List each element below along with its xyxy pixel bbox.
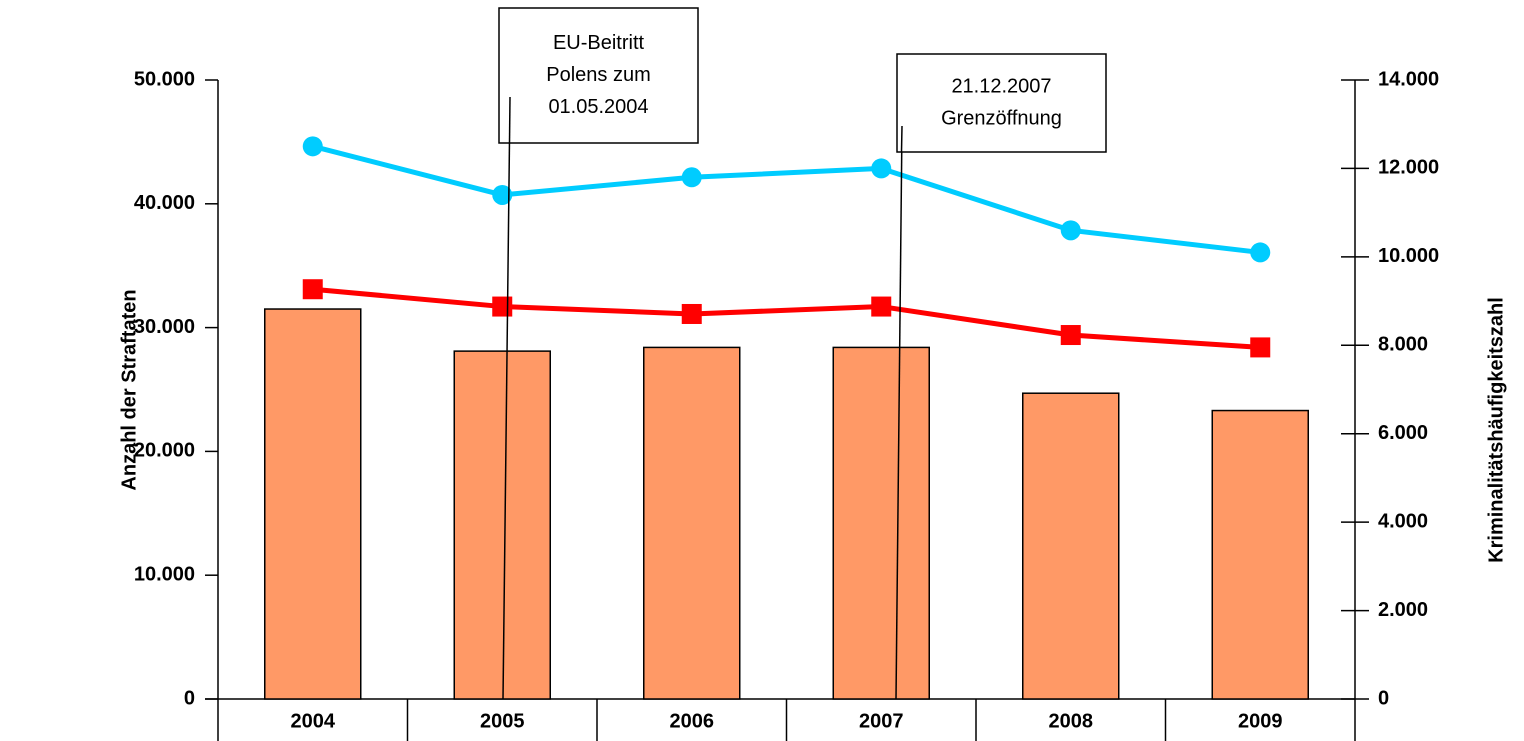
- y2-tick-label: 6.000: [1378, 422, 1428, 444]
- marker: [871, 158, 892, 179]
- marker: [492, 184, 513, 205]
- marker: [1060, 220, 1081, 241]
- y-tick-label: 20.000: [134, 440, 195, 462]
- annotation-text: 01.05.2004: [548, 96, 648, 118]
- x-tick-label: 2008: [1049, 710, 1094, 732]
- annotation-box: [896, 53, 1107, 153]
- marker: [871, 296, 892, 317]
- annotation-text: Polens zum: [546, 64, 651, 86]
- y2-tick-label: 12.000: [1378, 157, 1439, 179]
- marker: [1250, 242, 1271, 263]
- annotation-pointer: [508, 96, 511, 144]
- annotation-box: [498, 7, 699, 144]
- bar: [453, 350, 551, 700]
- annotation-text: 21.12.2007: [951, 75, 1051, 97]
- marker: [302, 136, 323, 157]
- y-tick-label: 50.000: [134, 68, 195, 90]
- annotation-pointer: [895, 125, 903, 700]
- line: [312, 143, 1261, 255]
- bar: [832, 346, 930, 700]
- x-tick-label: 2006: [670, 710, 715, 732]
- y2-tick-label: 14.000: [1378, 68, 1439, 90]
- y2-tick-label: 2.000: [1378, 599, 1428, 621]
- bar: [643, 346, 741, 700]
- annotation-text: EU-Beitritt: [553, 32, 645, 54]
- y2-tick-label: 10.000: [1378, 245, 1439, 267]
- y2-tick-label: 4.000: [1378, 510, 1428, 532]
- annotation-text: Grenzöffnung: [941, 107, 1062, 129]
- y-tick-label: 10.000: [134, 563, 195, 585]
- y2-tick-label: 8.000: [1378, 334, 1428, 356]
- bar: [1022, 392, 1120, 700]
- y-tick-label: 30.000: [134, 316, 195, 338]
- x-tick-label: 2009: [1238, 710, 1283, 732]
- marker: [302, 279, 323, 300]
- bar: [264, 308, 362, 700]
- x-tick-label: 2005: [480, 710, 525, 732]
- annotation-pointer: [502, 96, 511, 700]
- y-tick-label: 0: [184, 687, 195, 709]
- y-tick-label: 40.000: [134, 192, 195, 214]
- marker: [681, 167, 702, 188]
- y2-axis-title: Kriminalitätshäufigkeitszahl: [1485, 297, 1507, 563]
- x-tick-label: 2004: [291, 710, 336, 732]
- bar: [1211, 409, 1309, 700]
- y-axis-title: Anzahl der Straftaten: [118, 289, 140, 490]
- marker: [1250, 337, 1271, 358]
- x-tick-label: 2007: [859, 710, 904, 732]
- marker: [492, 296, 513, 317]
- marker: [681, 303, 702, 324]
- annotation-pointer: [900, 125, 903, 153]
- marker: [1060, 325, 1081, 346]
- line: [312, 286, 1261, 350]
- y2-tick-label: 0: [1378, 687, 1389, 709]
